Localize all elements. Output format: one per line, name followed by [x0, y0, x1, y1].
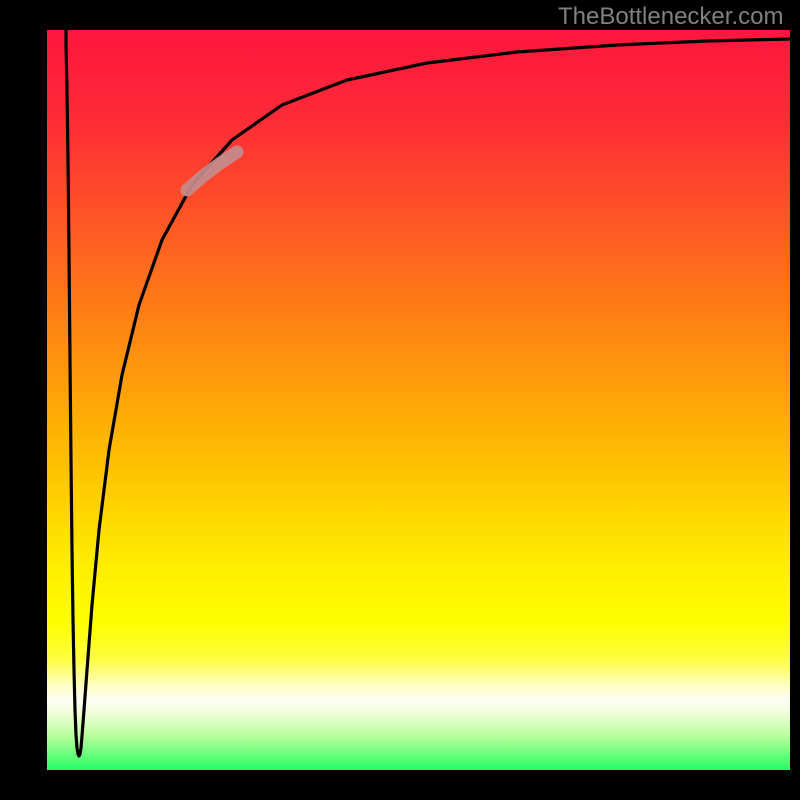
curve-layer: [47, 30, 790, 770]
watermark-text: TheBottlenecker.com: [558, 3, 783, 31]
plot-area: [47, 30, 790, 770]
